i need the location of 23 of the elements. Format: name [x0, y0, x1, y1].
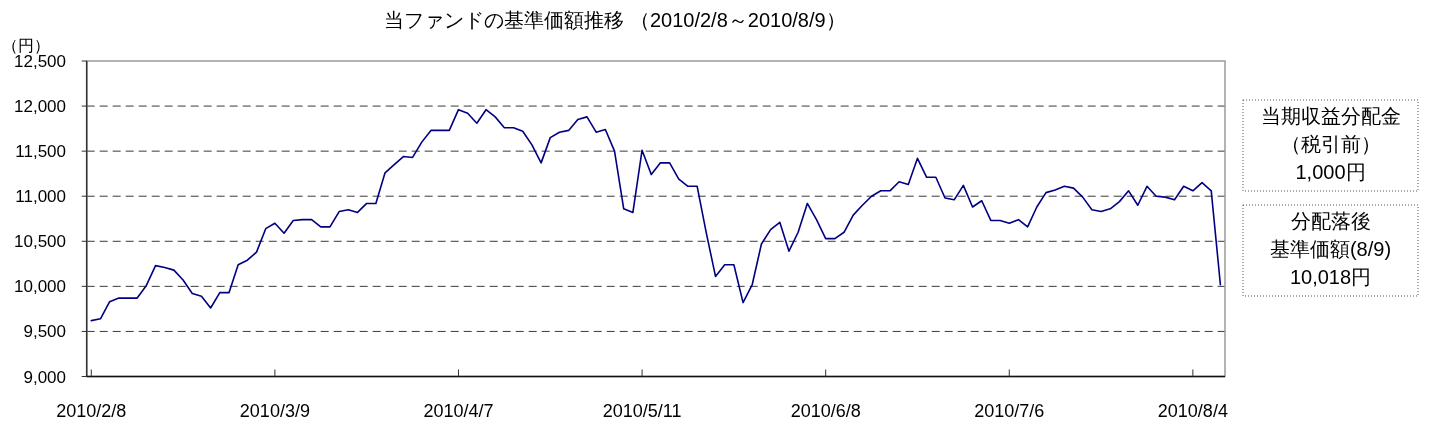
y-tick-label: 11,000: [15, 187, 66, 207]
text: 10,018円: [1289, 266, 1372, 288]
x-tick-label: 2010/6/8: [790, 401, 861, 421]
text: （税引前）: [1280, 133, 1381, 155]
x-tick-label: 2010/8/4: [1157, 401, 1228, 421]
y-axis-title: （円）: [2, 37, 50, 54]
y-tick-label: 10,500: [14, 232, 66, 252]
text: 基準価額(8/9): [1269, 238, 1392, 260]
text: 1,000円: [1295, 161, 1366, 183]
chart-title: 当ファンドの基準価額推移 （2010/2/8～2010/8/9）: [384, 9, 846, 31]
text: 当期収益分配金: [1260, 105, 1401, 127]
x-tick-label: 2010/7/6: [974, 401, 1045, 421]
x-tick-label: 2010/3/9: [239, 401, 310, 421]
y-tick-label: 9,000: [23, 367, 66, 387]
y-tick-label: 11,500: [15, 142, 66, 162]
x-tick-label: 2010/4/7: [423, 401, 494, 421]
y-tick-label: 10,000: [14, 277, 66, 297]
text: 分配落後: [1290, 210, 1371, 232]
y-tick-label: 9,500: [23, 322, 66, 342]
y-tick-label: 12,000: [14, 97, 66, 117]
x-tick-label: 2010/2/8: [56, 401, 127, 421]
x-tick-label: 2010/5/11: [602, 401, 682, 421]
line-series: [90, 108, 1222, 322]
